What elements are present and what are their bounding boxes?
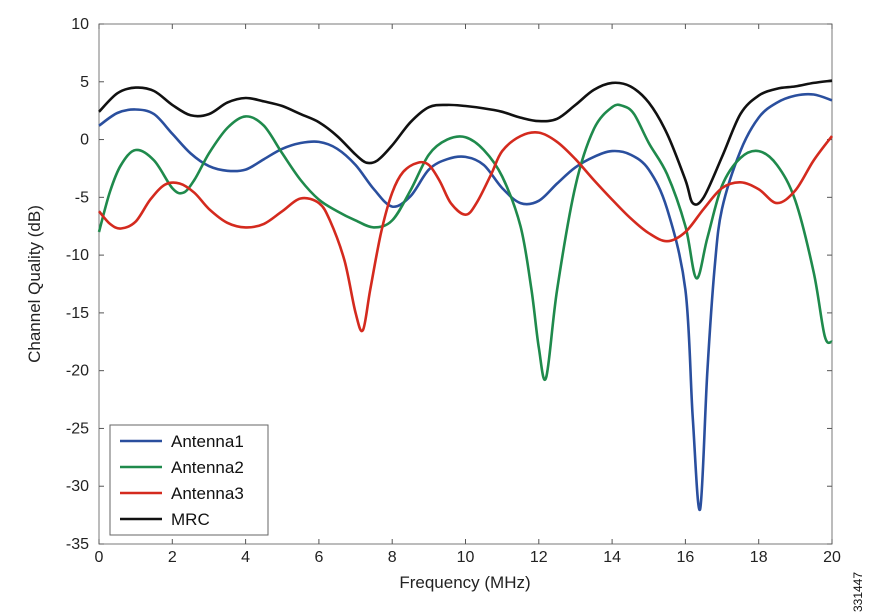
figure-id: 331447 [851, 572, 865, 612]
x-tick-label: 6 [314, 549, 323, 566]
y-tick-label: -20 [66, 363, 89, 380]
x-tick-label: 14 [603, 549, 621, 566]
x-tick-label: 20 [823, 549, 841, 566]
x-tick-label: 0 [95, 549, 104, 566]
x-tick-label: 18 [750, 549, 768, 566]
y-tick-label: 10 [71, 16, 89, 33]
y-tick-label: 0 [80, 132, 89, 149]
x-tick-label: 8 [388, 549, 397, 566]
legend-label-antenna3: Antenna3 [171, 484, 244, 503]
legend-label-mrc: MRC [171, 510, 210, 529]
x-tick-label: 4 [241, 549, 250, 566]
series-lines [97, 79, 834, 512]
y-axis-label: Channel Quality (dB) [25, 205, 44, 363]
legend-label-antenna2: Antenna2 [171, 458, 244, 477]
y-tick-label: -5 [75, 189, 89, 206]
y-tick-label: -30 [66, 478, 89, 495]
x-tick-label: 10 [457, 549, 475, 566]
series-line-antenna3 [97, 131, 834, 333]
axis-ticks: 0 2 4 6 8 10 12 14 16 18 20 10 5 0 -5 -10 -15 -20 -25 -30 -3… [66, 16, 841, 566]
y-tick-label: -35 [66, 536, 89, 553]
x-tick-label: 12 [530, 549, 548, 566]
x-axis-label: Frequency (MHz) [399, 573, 530, 592]
x-tick-label: 2 [168, 549, 177, 566]
legend-label-antenna1: Antenna1 [171, 432, 244, 451]
legend-box [109, 424, 269, 536]
y-tick-label: -15 [66, 305, 89, 322]
y-tick-label: -25 [66, 420, 89, 437]
legend: Antenna1 Antenna2 Antenna3 MRC [109, 424, 269, 536]
series-line-antenna2 [97, 103, 833, 381]
series-line-mrc [98, 79, 833, 206]
y-tick-label: -10 [66, 247, 89, 264]
series-line-antenna1 [98, 92, 833, 512]
y-tick-label: 5 [80, 74, 89, 91]
x-tick-label: 16 [677, 549, 695, 566]
